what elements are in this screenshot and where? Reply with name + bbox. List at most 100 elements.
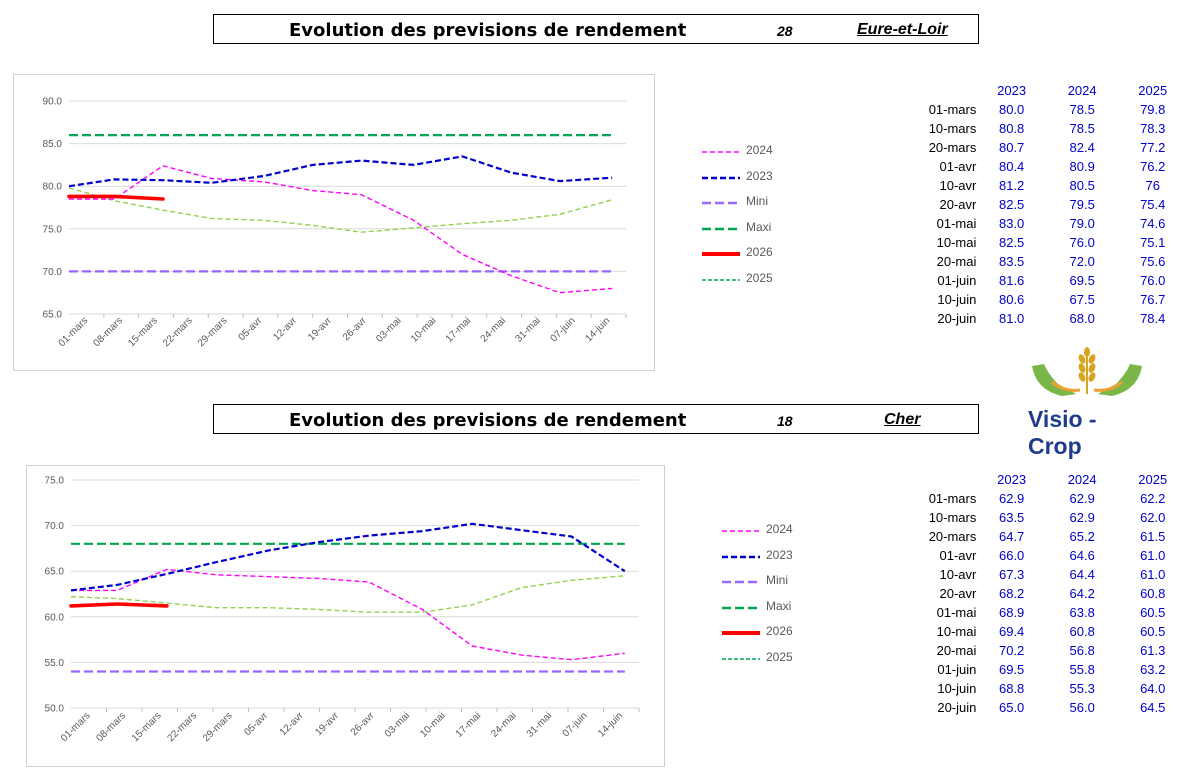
legend-label: Mini bbox=[746, 194, 769, 208]
row-date-label: 20-avr bbox=[939, 586, 977, 601]
yield-value-2023: 68.8 bbox=[998, 681, 1025, 696]
table-row: 10-mai 69.4 60.8 60.5 bbox=[920, 622, 1188, 641]
table-row: 20-mai 83.5 72.0 75.6 bbox=[920, 252, 1188, 271]
yield-value-2024: 80.9 bbox=[1069, 159, 1095, 174]
legend-line-swatch bbox=[702, 151, 740, 153]
y-tick-label: 55.0 bbox=[45, 658, 65, 669]
row-date-label: 20-avr bbox=[939, 197, 977, 212]
y-tick-label: 70.0 bbox=[45, 521, 65, 532]
y-tick-label: 65.0 bbox=[43, 310, 63, 321]
section-title: Evolution des previsions de rendement bbox=[289, 410, 687, 431]
legend-label: Maxi bbox=[746, 219, 772, 234]
table-row: 01-avr 66.0 64.6 61.0 bbox=[920, 546, 1188, 565]
table-row: 10-mai 82.5 76.0 75.1 bbox=[920, 233, 1188, 252]
x-tick-label: 19-avr bbox=[306, 315, 334, 343]
table-row: 01-avr 80.4 80.9 76.2 bbox=[920, 157, 1188, 176]
yield-value-2023: 80.8 bbox=[998, 121, 1025, 136]
table-row: 01-juin 69.5 55.8 63.2 bbox=[920, 660, 1188, 679]
yield-value-2025: 78.4 bbox=[1140, 311, 1166, 326]
yield-value-2025: 77.2 bbox=[1140, 140, 1166, 155]
yield-value-2023: 68.2 bbox=[998, 586, 1025, 601]
legend-label: 2023 bbox=[746, 168, 773, 183]
x-tick-label: 31-mai bbox=[525, 710, 554, 739]
y-tick-label: 80.0 bbox=[43, 182, 63, 193]
yield-value-2025: 75.1 bbox=[1140, 235, 1166, 250]
yield-value-2024: 64.2 bbox=[1069, 586, 1095, 601]
yield-value-2023: 81.2 bbox=[998, 178, 1025, 193]
legend-label: 2023 bbox=[766, 547, 793, 562]
legend-line-swatch bbox=[722, 631, 760, 635]
yield-value-2025: 75.4 bbox=[1140, 197, 1166, 212]
table-row: 20-mars 80.7 82.4 77.2 bbox=[920, 138, 1188, 157]
x-tick-label: 08-mars bbox=[91, 315, 125, 349]
y-tick-label: 50.0 bbox=[45, 704, 65, 715]
table-row: 20-juin 65.0 56.0 64.5 bbox=[920, 698, 1188, 717]
yield-value-2025: 61.3 bbox=[1140, 643, 1166, 658]
yield-value-2023: 69.5 bbox=[998, 662, 1025, 677]
yield-value-2023: 70.2 bbox=[998, 643, 1025, 658]
table-row: 20-avr 82.5 79.5 75.4 bbox=[920, 195, 1188, 214]
table-row: 20-juin 81.0 68.0 78.4 bbox=[920, 309, 1188, 328]
yield-value-2025: 75.6 bbox=[1140, 254, 1166, 269]
yield-value-2024: 56.8 bbox=[1069, 643, 1095, 658]
yield-value-2024: 68.0 bbox=[1069, 311, 1095, 326]
legend-line-swatch bbox=[702, 227, 740, 230]
yield-value-2024: 69.5 bbox=[1069, 273, 1095, 288]
y-tick-label: 60.0 bbox=[45, 612, 65, 623]
row-date-label: 20-mars bbox=[928, 140, 977, 155]
series-line-2024 bbox=[71, 568, 625, 661]
yield-value-2023: 83.0 bbox=[998, 216, 1025, 231]
series-line-2025 bbox=[70, 575, 625, 613]
x-tick-label: 03-mai bbox=[383, 710, 412, 739]
yield-value-2025: 64.0 bbox=[1140, 681, 1166, 696]
yield-value-2024: 65.2 bbox=[1069, 529, 1095, 544]
year-header: 2025 bbox=[1138, 83, 1168, 98]
series-line-2026 bbox=[67, 194, 165, 201]
year-header: 2025 bbox=[1138, 472, 1168, 487]
x-tick-label: 12-avr bbox=[278, 710, 306, 738]
yield-value-2024: 78.5 bbox=[1069, 102, 1095, 117]
legend-label: Mini bbox=[766, 573, 789, 587]
yield-value-2024: 72.0 bbox=[1069, 254, 1095, 269]
yield-value-2023: 81.6 bbox=[998, 273, 1025, 288]
y-tick-label: 65.0 bbox=[45, 567, 65, 578]
yield-value-2025: 61.0 bbox=[1140, 567, 1166, 582]
table-row: 01-juin 81.6 69.5 76.0 bbox=[920, 271, 1188, 290]
row-date-label: 01-juin bbox=[937, 662, 977, 677]
table-row: 10-avr 81.2 80.5 76 bbox=[920, 176, 1188, 195]
x-tick-label: 24-mai bbox=[479, 315, 508, 344]
yield-chart-cher: 75.0 70.0 65.0 60.0 55.0 50.0 01-mars 08-mars 15… bbox=[26, 465, 665, 767]
row-date-label: 10-mars bbox=[928, 121, 977, 136]
legend-label: Maxi bbox=[766, 598, 792, 613]
x-tick-label: 26-avr bbox=[341, 315, 369, 343]
yield-value-2024: 56.0 bbox=[1069, 700, 1095, 715]
x-tick-label: 12-avr bbox=[271, 315, 299, 343]
x-tick-label: 14-juin bbox=[596, 710, 625, 739]
yield-value-2024: 63.8 bbox=[1069, 605, 1095, 620]
yield-value-2025: 76 bbox=[1145, 178, 1160, 193]
legend-line-swatch bbox=[722, 606, 760, 609]
yield-value-2023: 65.0 bbox=[998, 700, 1025, 715]
x-tick-label: 07-juin bbox=[561, 710, 590, 739]
x-tick-label: 17-mai bbox=[444, 315, 473, 344]
x-tick-label: 15-mars bbox=[126, 315, 160, 349]
yield-value-2023: 80.4 bbox=[998, 159, 1025, 174]
table-row: 01-mars 80.0 78.5 79.8 bbox=[920, 100, 1188, 119]
table-row: 10-juin 80.6 67.5 76.7 bbox=[920, 290, 1188, 309]
yield-value-2025: 76.0 bbox=[1140, 273, 1166, 288]
yield-value-2025: 62.2 bbox=[1140, 491, 1166, 506]
yield-value-2024: 60.8 bbox=[1069, 624, 1095, 639]
year-header: 2023 bbox=[997, 472, 1027, 487]
table-row: 10-juin 68.8 55.3 64.0 bbox=[920, 679, 1188, 698]
year-header: 2024 bbox=[1067, 472, 1097, 487]
yield-value-2025: 64.5 bbox=[1140, 700, 1166, 715]
yield-value-2025: 76.7 bbox=[1140, 292, 1166, 307]
yield-value-2023: 81.0 bbox=[998, 311, 1025, 326]
series-line-2024 bbox=[69, 165, 613, 294]
row-date-label: 01-mai bbox=[936, 216, 977, 231]
year-header: 2023 bbox=[997, 83, 1027, 98]
row-date-label: 20-juin bbox=[937, 700, 977, 715]
row-date-label: 20-mai bbox=[936, 643, 977, 658]
legend-line-swatch bbox=[702, 252, 740, 256]
legend-line-swatch bbox=[702, 278, 740, 281]
